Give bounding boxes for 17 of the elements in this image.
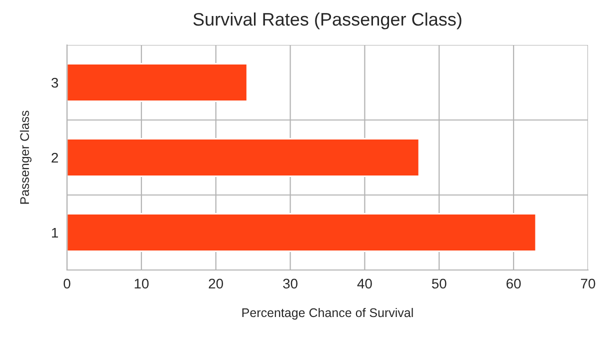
- bar: [67, 213, 537, 252]
- x-tick-label: 0: [64, 278, 70, 289]
- x-tick-label: 30: [283, 278, 298, 289]
- x-tick-label: 60: [506, 278, 521, 289]
- x-axis-title: Percentage Chance of Survival: [242, 308, 413, 320]
- y-tick-label: 2: [52, 152, 58, 163]
- y-tick-label: 1: [52, 228, 58, 238]
- y-tick-label: 3: [51, 78, 58, 88]
- x-tick-label: 10: [134, 278, 149, 289]
- x-tick-label: 50: [432, 278, 446, 289]
- x-tick-label: 40: [357, 278, 372, 289]
- y-axis-title: Passenger Class: [20, 110, 32, 204]
- bar: [67, 63, 248, 102]
- chart-title: Survival Rates (Passenger Class): [193, 12, 462, 30]
- x-tick-label: 70: [580, 278, 596, 289]
- x-tick-label: 20: [208, 278, 224, 289]
- bar: [67, 138, 420, 177]
